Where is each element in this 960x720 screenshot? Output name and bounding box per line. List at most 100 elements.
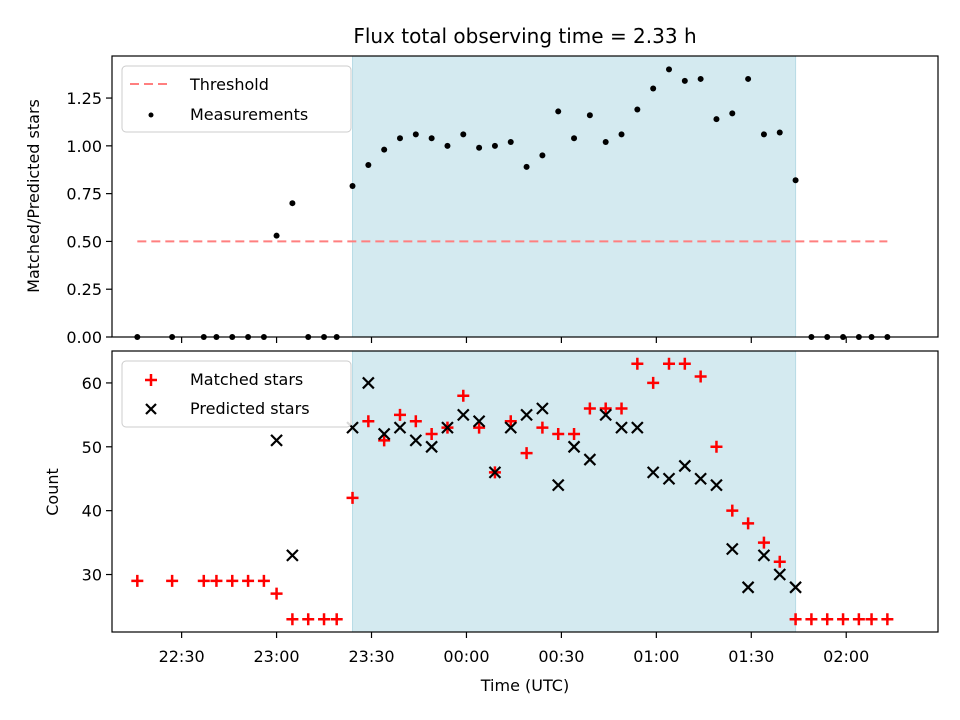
bottom-panel: 30 40 50 60 22:30 23:00 23:30 00:00 00:30 01:00 0… xyxy=(43,350,939,695)
measurement-point xyxy=(665,66,672,73)
matched-star-point xyxy=(678,357,691,370)
measurement-point xyxy=(586,112,593,119)
predicted-star-point xyxy=(393,421,407,434)
bottom-y-axis-label: Count xyxy=(43,468,62,516)
matched-star-point xyxy=(409,415,422,428)
legend-matched-swatch xyxy=(145,374,157,386)
legend-predicted-swatch xyxy=(145,403,157,415)
measurement-point xyxy=(539,152,546,159)
matched-star-point xyxy=(865,613,878,626)
matched-star-point xyxy=(318,613,331,626)
predicted-star-point xyxy=(631,421,644,434)
predicted-star-point xyxy=(615,421,628,434)
predicted-stars-points xyxy=(270,376,802,594)
matched-star-point xyxy=(330,613,343,626)
matched-star-point xyxy=(242,574,255,587)
y-tick-label: 0.00 xyxy=(66,328,102,347)
y-tick-label: 0.25 xyxy=(66,280,102,299)
measurement-point xyxy=(792,177,799,184)
measurement-point xyxy=(681,77,688,84)
measurement-point xyxy=(745,75,752,82)
matched-star-point xyxy=(615,402,628,415)
measurement-point xyxy=(634,106,641,113)
y-tick-label: 60 xyxy=(82,374,102,393)
x-tick-label: 22:30 xyxy=(159,647,205,666)
predicted-star-point xyxy=(425,440,438,454)
measurement-point xyxy=(460,131,467,138)
matched-star-point xyxy=(881,613,894,626)
matched-star-point xyxy=(166,574,179,587)
predicted-star-point xyxy=(457,408,470,422)
matched-star-point xyxy=(789,613,802,626)
measurement-point xyxy=(602,139,609,146)
measurement-point xyxy=(289,200,296,207)
top-x-ticks xyxy=(181,337,847,343)
predicted-star-point xyxy=(694,472,707,486)
matched-star-point xyxy=(457,389,470,402)
matched-star-point xyxy=(631,357,644,370)
predicted-star-point xyxy=(377,427,391,441)
legend-measurements-swatch xyxy=(148,112,154,118)
predicted-star-point xyxy=(710,478,723,492)
y-tick-label: 0.75 xyxy=(66,185,102,204)
y-tick-label: 1.00 xyxy=(66,137,102,156)
matched-star-point xyxy=(362,415,375,428)
matched-star-point xyxy=(536,421,549,434)
measurement-point xyxy=(618,131,625,138)
legend-threshold-label: Threshold xyxy=(189,75,269,94)
top-axes-frame xyxy=(111,55,939,338)
measurement-point xyxy=(396,135,403,142)
matched-star-point xyxy=(504,415,517,428)
predicted-star-point xyxy=(441,421,454,434)
matched-star-point xyxy=(694,370,707,383)
matched-star-point xyxy=(726,504,739,517)
predicted-star-point xyxy=(567,440,581,454)
matched-star-point xyxy=(757,536,770,549)
measurement-point xyxy=(381,146,388,153)
measurement-point xyxy=(776,129,783,136)
matched-star-point xyxy=(662,357,675,370)
top-legend: Threshold Measurements xyxy=(121,65,352,133)
y-tick-label: 1.25 xyxy=(66,89,102,108)
top-panel: 0.00 0.25 0.50 0.75 1.00 1.25 Matched/Predict… xyxy=(24,55,939,347)
measurement-point xyxy=(365,161,372,168)
legend-measurements-label: Measurements xyxy=(190,105,308,124)
y-tick-label: 0.50 xyxy=(66,232,102,251)
matched-star-point xyxy=(821,613,834,626)
matched-star-point xyxy=(773,555,786,568)
predicted-star-point xyxy=(409,434,423,447)
matched-star-point xyxy=(473,421,486,434)
predicted-star-point xyxy=(488,466,502,479)
predicted-star-point xyxy=(520,408,533,422)
bottom-x-ticks: 22:30 23:00 23:30 00:00 00:30 01:00 01:30 02:00 xyxy=(159,632,869,666)
bottom-axes-frame xyxy=(111,350,939,633)
matched-star-point xyxy=(837,613,850,626)
x-tick-label: 02:00 xyxy=(823,647,869,666)
y-tick-label: 30 xyxy=(82,566,102,585)
predicted-star-point xyxy=(741,581,755,594)
matched-star-point xyxy=(520,447,533,460)
predicted-star-point xyxy=(270,434,283,447)
measurement-point xyxy=(650,85,657,92)
matched-star-point xyxy=(197,574,210,587)
predicted-star-point xyxy=(646,466,660,479)
matched-star-point xyxy=(346,491,359,504)
matched-star-point xyxy=(270,587,283,600)
predicted-star-point xyxy=(662,472,676,486)
measurement-point xyxy=(476,144,483,151)
predicted-star-point xyxy=(583,453,597,466)
predicted-star-point xyxy=(726,542,739,556)
top-legend-box xyxy=(121,65,352,133)
predicted-star-point xyxy=(789,581,802,594)
matched-star-point xyxy=(302,613,315,626)
predicted-star-point xyxy=(551,478,565,492)
matched-star-point xyxy=(647,376,660,389)
chart-title: Flux total observing time = 2.33 h xyxy=(353,24,696,48)
top-highlight-span xyxy=(352,56,796,337)
matched-star-point xyxy=(210,574,223,587)
x-tick-label: 01:30 xyxy=(728,647,774,666)
measurement-point xyxy=(713,116,720,123)
y-tick-label: 40 xyxy=(82,502,102,521)
x-tick-label: 23:30 xyxy=(348,647,394,666)
